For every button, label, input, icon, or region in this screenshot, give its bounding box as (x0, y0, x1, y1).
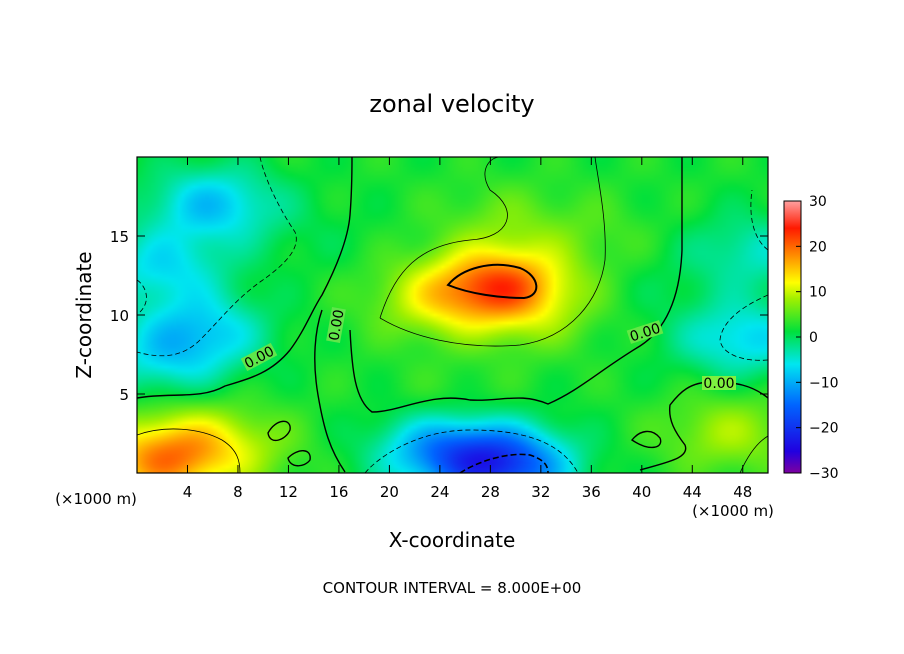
y-tick-label: 5 (119, 386, 129, 404)
y-axis: 5 10 15 (110, 228, 768, 404)
colorbar-tick-label: 20 (809, 239, 827, 255)
x-unit-label-left: (×1000 m) (55, 490, 137, 508)
contour-negative-line (719, 294, 768, 361)
x-tick-label: 40 (632, 483, 651, 501)
contour-negative-line (750, 189, 768, 251)
x-tick-label: 48 (733, 483, 752, 501)
contour-zero-line (314, 309, 346, 473)
x-axis-label: X-coordinate (389, 528, 516, 552)
contour-positive-line (379, 157, 508, 319)
contour-positive-line (137, 428, 241, 473)
contour-zero-line (137, 157, 353, 399)
contour-negative-line (459, 453, 549, 473)
x-tick-label: 28 (481, 483, 500, 501)
x-tick-label: 44 (683, 483, 702, 501)
x-unit-label-right: (×1000 m) (692, 502, 774, 520)
contour-positive-line (739, 435, 768, 473)
colorbar-tick-label: 10 (809, 285, 827, 301)
contour-positive-line (446, 263, 538, 300)
y-tick-label: 15 (110, 228, 129, 246)
x-tick-label: 4 (183, 483, 193, 501)
contour-interval-note: CONTOUR INTERVAL = 8.000E+00 (323, 579, 582, 597)
contour-negative-line (364, 429, 579, 473)
chart-title: zonal velocity (369, 90, 534, 118)
x-tick-label: 24 (430, 483, 449, 501)
x-tick-label: 16 (329, 483, 348, 501)
x-tick-label: 8 (233, 483, 243, 501)
contour-label: 0.00 (326, 308, 347, 341)
y-tick-label: 10 (110, 307, 129, 325)
colorbar-tick-label: −30 (809, 466, 839, 482)
contour-zero-line (630, 430, 662, 448)
x-axis: 4 8 12 16 20 24 28 32 36 40 44 48 (183, 157, 752, 501)
contour-negative-line (137, 279, 147, 313)
colorbar-tick-label: 0 (809, 330, 818, 346)
colorbar (784, 201, 801, 473)
contour-positive-line (379, 157, 606, 347)
colorbar-axis: 30 20 10 0 −10 −20 −30 (796, 194, 839, 482)
heatmap-field (137, 157, 768, 473)
contour-zero-line (287, 450, 311, 467)
contour-label: 0.00 (703, 376, 734, 392)
contour-zero-line (267, 420, 291, 442)
x-tick-label: 12 (279, 483, 298, 501)
colorbar-tick-label: 30 (809, 194, 827, 210)
contour-negative-line (137, 157, 297, 357)
x-tick-label: 20 (380, 483, 399, 501)
y-axis-label: Z-coordinate (72, 251, 96, 378)
colorbar-tick-label: −10 (809, 375, 839, 391)
x-tick-label: 36 (582, 483, 601, 501)
x-tick-label: 32 (531, 483, 550, 501)
colorbar-tick-label: −20 (809, 421, 839, 437)
